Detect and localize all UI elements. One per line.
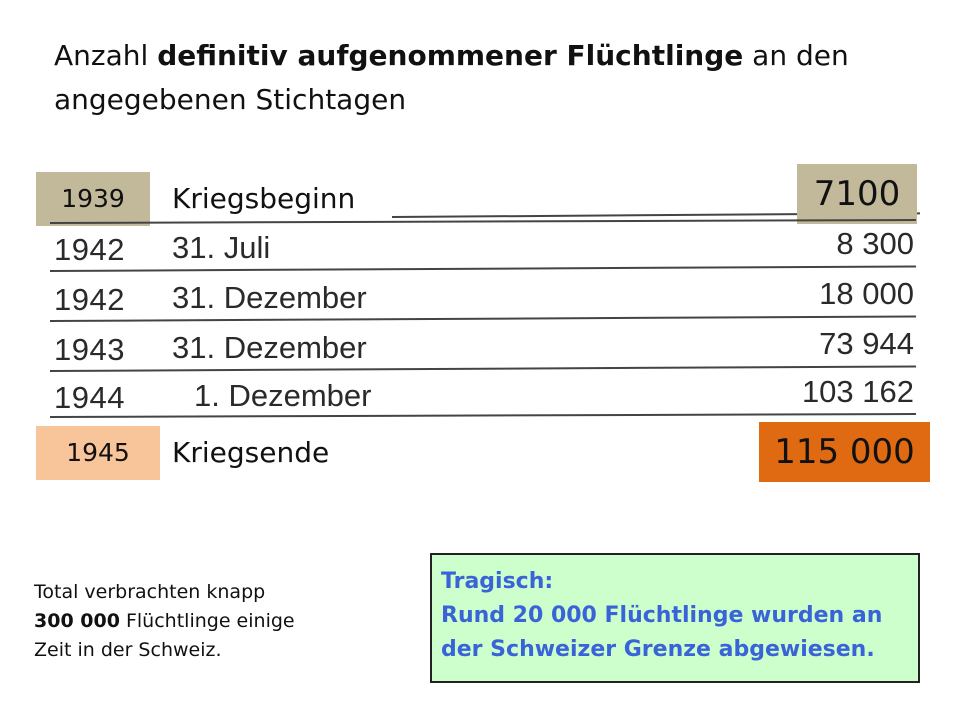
event-kriegsbeginn: Kriegsbeginn bbox=[172, 182, 356, 215]
row-count: 8 300 bbox=[836, 226, 914, 261]
row-date: 31. Juli bbox=[172, 230, 271, 265]
tragic-callout: Tragisch: Rund 20 000 Flüchtlinge wurden… bbox=[430, 553, 920, 683]
tragic-text: Tragisch: Rund 20 000 Flüchtlinge wurden… bbox=[441, 565, 913, 667]
row-year: 1944 bbox=[54, 380, 125, 415]
title-prefix: Anzahl bbox=[54, 39, 158, 72]
year-box-1939: 1939 bbox=[36, 172, 150, 226]
row-count: 73 944 bbox=[819, 326, 914, 361]
slide-title: Anzahl definitiv aufgenommener Flüchtlin… bbox=[54, 34, 914, 122]
tragic-line-1: Rund 20 000 Flüchtlinge wurden an bbox=[441, 603, 883, 628]
year-box-1945: 1945 bbox=[36, 426, 160, 480]
table-row: 1944 1. Dezember 103 162 bbox=[50, 372, 916, 420]
row-count: 18 000 bbox=[819, 276, 914, 311]
title-bold: definitiv aufgenommener Flüchtlinge bbox=[157, 39, 744, 72]
tragic-heading: Tragisch: bbox=[441, 569, 554, 594]
scanned-table: 1942 31. Juli 8 300 1942 31. Dezember 18… bbox=[49, 218, 920, 420]
title-suffix: an den angegebenen Stichtagen bbox=[54, 39, 849, 116]
total-note: Total verbrachten knapp 300 000 Flüchtli… bbox=[34, 578, 334, 665]
tragic-line-2: der Schweizer Grenze abgewiesen. bbox=[441, 637, 875, 662]
count-box-1945: 115 000 bbox=[759, 422, 930, 482]
note-line-3: Zeit in der Schweiz. bbox=[34, 639, 222, 661]
row-date: 31. Dezember bbox=[172, 280, 367, 315]
row-count: 103 162 bbox=[801, 374, 914, 409]
note-line-2-rest: Flüchtlinge einige bbox=[119, 610, 295, 632]
note-line-2: 300 000 Flüchtlinge einige bbox=[34, 607, 334, 636]
note-bold-number: 300 000 bbox=[34, 610, 120, 632]
row-date: 31. Dezember bbox=[172, 330, 367, 365]
table-row: 1942 31. Juli 8 300 bbox=[50, 224, 916, 272]
row-date: 1. Dezember bbox=[194, 378, 372, 413]
table-row: 1943 31. Dezember 73 944 bbox=[50, 324, 916, 372]
row-year: 1942 bbox=[54, 282, 125, 317]
row-year: 1942 bbox=[54, 232, 125, 267]
row-year: 1943 bbox=[54, 332, 125, 367]
event-kriegsende: Kriegsende bbox=[172, 436, 330, 469]
count-box-1939: 7100 bbox=[797, 164, 917, 224]
table-row: 1942 31. Dezember 18 000 bbox=[50, 274, 916, 322]
note-line-1: Total verbrachten knapp bbox=[34, 581, 266, 603]
